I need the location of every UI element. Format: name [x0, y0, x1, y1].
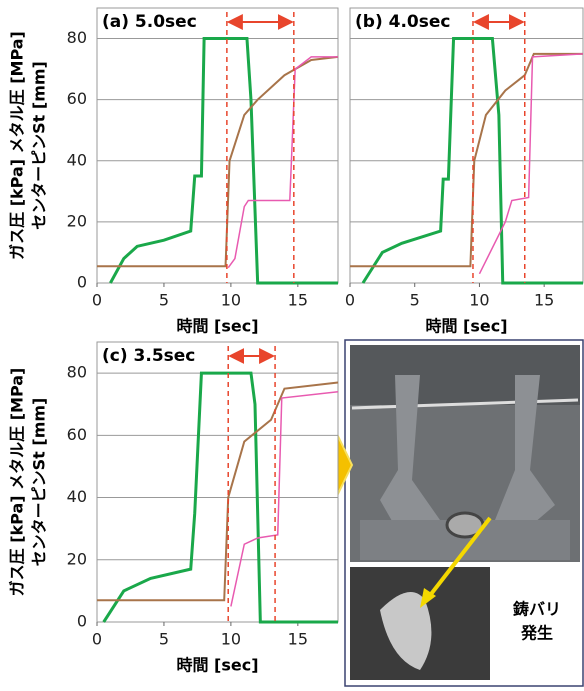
y-tick-label: 20 — [67, 211, 87, 230]
y-tick-label: 80 — [67, 28, 87, 47]
x-tick-label: 5 — [159, 630, 169, 649]
plot-area — [97, 8, 338, 283]
y-tick-label: 60 — [67, 89, 87, 108]
y-tick-label: 60 — [67, 425, 87, 444]
plot-area — [97, 342, 338, 622]
photo-caption: 発生 — [520, 624, 553, 643]
y-tick-label: 0 — [77, 273, 87, 292]
x-tick-label: 5 — [159, 291, 169, 310]
x-tick-label: 15 — [534, 291, 554, 310]
y-axis-label: ガス圧 [kPa] メタル圧 [MPa] — [8, 31, 27, 260]
y-tick-label: 80 — [67, 363, 87, 382]
figure: 鋳バリ 発生 0 20 40 60 80 0 5 10 15 時間 [sec] ガス圧 [kPa] … — [0, 0, 584, 687]
photo-caption: 鋳バリ — [513, 600, 561, 619]
chart-title: (b) 4.0sec — [355, 12, 450, 32]
chart-title: (c) 3.5sec — [102, 346, 195, 366]
x-axis-label: 時間 [sec] — [176, 317, 258, 336]
x-axis-label: 時間 [sec] — [176, 656, 258, 675]
y-axis-label: ガス圧 [kPa] メタル圧 [MPa] — [8, 368, 27, 597]
x-tick-label: 0 — [92, 630, 102, 649]
x-tick-label: 10 — [221, 291, 241, 310]
x-tick-label: 10 — [469, 291, 489, 310]
x-tick-label: 5 — [410, 291, 420, 310]
chart-title: (a) 5.0sec — [102, 12, 197, 32]
y-tick-label: 40 — [67, 150, 87, 169]
x-tick-label: 10 — [221, 630, 241, 649]
x-tick-label: 0 — [92, 291, 102, 310]
y-tick-label: 0 — [77, 612, 87, 631]
x-tick-label: 0 — [345, 291, 355, 310]
x-axis-label: 時間 [sec] — [425, 317, 507, 336]
y-tick-label: 20 — [67, 549, 87, 568]
photo: 鋳バリ 発生 — [323, 340, 583, 686]
y-tick-label: 40 — [67, 487, 87, 506]
plot-area — [350, 8, 583, 283]
x-tick-label: 15 — [288, 630, 308, 649]
x-tick-label: 15 — [288, 291, 308, 310]
y-axis-label: センターピンSt [mm] — [30, 61, 49, 230]
y-axis-label: センターピンSt [mm] — [30, 398, 49, 567]
